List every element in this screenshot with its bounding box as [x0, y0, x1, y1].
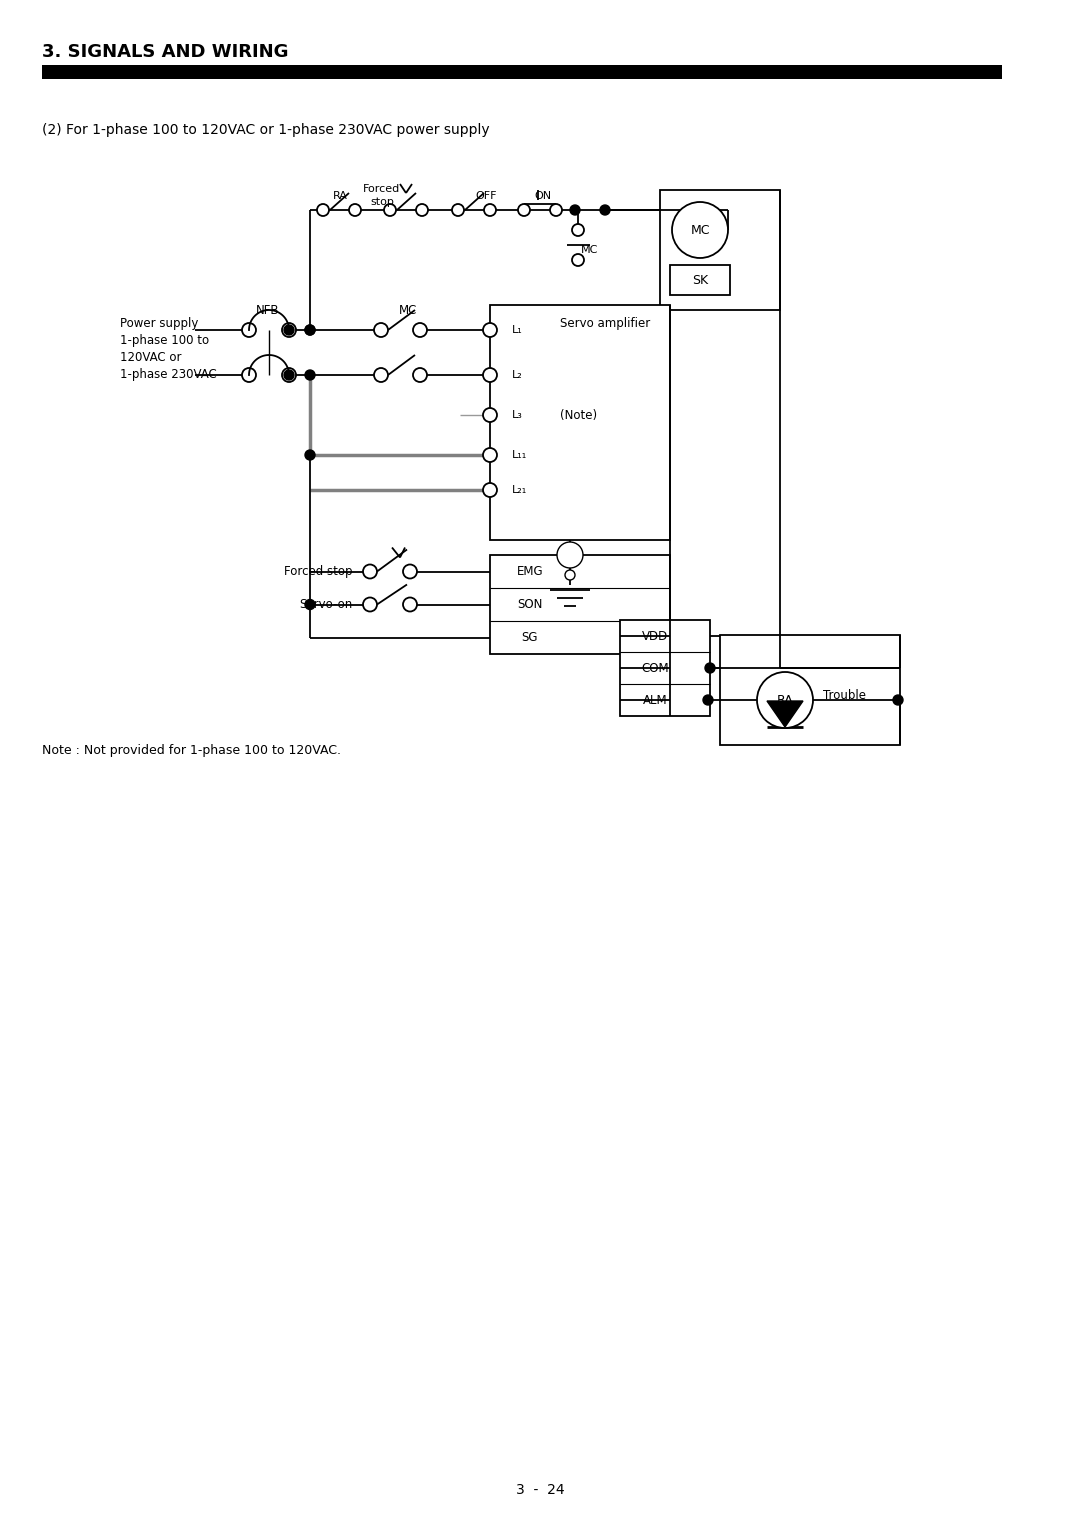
Text: L₂: L₂	[512, 370, 523, 380]
Text: COM: COM	[642, 662, 669, 674]
Text: 120VAC or: 120VAC or	[120, 350, 181, 364]
Bar	[670, 264, 730, 295]
Text: SG: SG	[522, 631, 538, 643]
Text: L₃: L₃	[512, 410, 523, 420]
Circle shape	[305, 325, 315, 335]
Circle shape	[374, 322, 388, 338]
Circle shape	[416, 205, 428, 215]
Text: (2) For 1-phase 100 to 120VAC or 1-phase 230VAC power supply: (2) For 1-phase 100 to 120VAC or 1-phase…	[42, 122, 489, 138]
Text: MC: MC	[399, 304, 417, 316]
Circle shape	[550, 205, 562, 215]
Circle shape	[242, 322, 256, 338]
Bar	[490, 555, 670, 654]
Circle shape	[570, 205, 580, 215]
Text: Forced stop: Forced stop	[283, 565, 352, 578]
Circle shape	[363, 564, 377, 579]
Bar	[720, 636, 900, 746]
Circle shape	[453, 205, 464, 215]
Circle shape	[282, 322, 296, 338]
Polygon shape	[767, 701, 804, 727]
Bar	[490, 306, 670, 539]
Text: Forced: Forced	[363, 183, 401, 194]
Circle shape	[403, 597, 417, 611]
Bar	[42, 66, 1002, 79]
Circle shape	[757, 672, 813, 727]
Circle shape	[703, 695, 713, 704]
Bar	[660, 189, 780, 310]
Text: VDD: VDD	[642, 630, 669, 642]
Text: Trouble: Trouble	[823, 689, 866, 701]
Text: 3  -  24: 3 - 24	[515, 1484, 565, 1497]
Circle shape	[483, 322, 497, 338]
Circle shape	[242, 368, 256, 382]
Circle shape	[572, 225, 584, 235]
Circle shape	[557, 542, 583, 568]
Circle shape	[305, 370, 315, 380]
Circle shape	[518, 205, 530, 215]
Circle shape	[305, 599, 315, 610]
Circle shape	[282, 368, 296, 382]
Text: Note : Not provided for 1-phase 100 to 120VAC.: Note : Not provided for 1-phase 100 to 1…	[42, 744, 341, 756]
Circle shape	[284, 325, 294, 335]
Text: RA: RA	[777, 694, 794, 706]
Text: 1-phase 230VAC: 1-phase 230VAC	[120, 368, 217, 380]
Circle shape	[483, 483, 497, 497]
Circle shape	[484, 205, 496, 215]
Text: MC: MC	[690, 223, 710, 237]
Circle shape	[413, 368, 427, 382]
Text: MC: MC	[581, 244, 598, 255]
Text: Power supply: Power supply	[120, 316, 199, 330]
Bar	[620, 620, 710, 717]
Circle shape	[374, 368, 388, 382]
Text: EMG: EMG	[516, 565, 543, 578]
Circle shape	[384, 205, 396, 215]
Text: ON: ON	[535, 191, 552, 202]
Circle shape	[705, 663, 715, 672]
Text: L₁₁: L₁₁	[512, 451, 527, 460]
Circle shape	[893, 695, 903, 704]
Text: SK: SK	[692, 274, 708, 287]
Text: 1-phase 100 to: 1-phase 100 to	[120, 333, 210, 347]
Circle shape	[305, 451, 315, 460]
Circle shape	[318, 205, 329, 215]
Circle shape	[403, 564, 417, 579]
Text: OFF: OFF	[475, 191, 497, 202]
Text: L₁: L₁	[512, 325, 523, 335]
Text: stop: stop	[370, 197, 394, 206]
Text: NFB: NFB	[256, 304, 280, 316]
Text: RA: RA	[333, 191, 348, 202]
Circle shape	[413, 322, 427, 338]
Text: Servo-on: Servo-on	[299, 597, 352, 611]
Text: (Note): (Note)	[561, 408, 597, 422]
Text: ALM: ALM	[643, 694, 667, 706]
Circle shape	[600, 205, 610, 215]
Circle shape	[284, 370, 294, 380]
Circle shape	[305, 325, 315, 335]
Circle shape	[565, 570, 575, 581]
Text: SON: SON	[517, 597, 542, 611]
Circle shape	[572, 254, 584, 266]
Circle shape	[483, 408, 497, 422]
Circle shape	[483, 448, 497, 461]
Text: L₂₁: L₂₁	[512, 484, 527, 495]
Circle shape	[349, 205, 361, 215]
Text: 3. SIGNALS AND WIRING: 3. SIGNALS AND WIRING	[42, 43, 288, 61]
Circle shape	[483, 368, 497, 382]
Text: Servo amplifier: Servo amplifier	[559, 316, 650, 330]
Circle shape	[672, 202, 728, 258]
Circle shape	[363, 597, 377, 611]
